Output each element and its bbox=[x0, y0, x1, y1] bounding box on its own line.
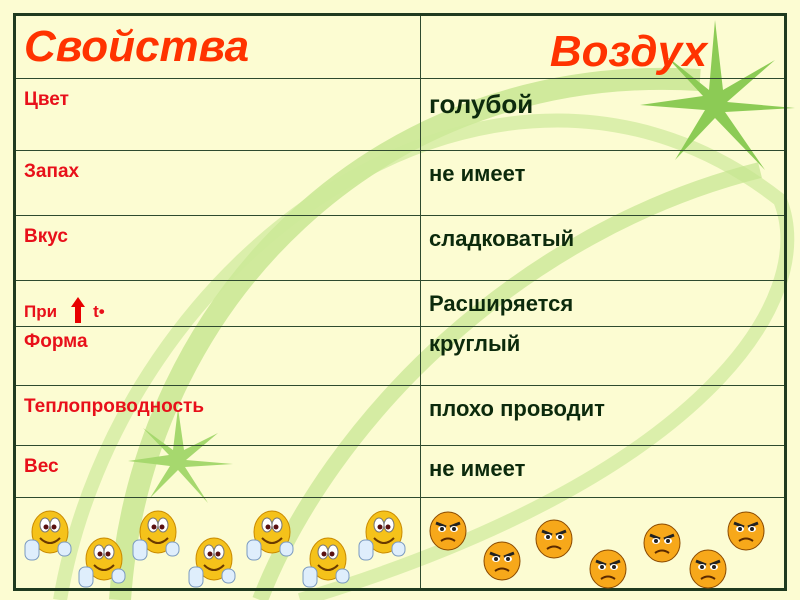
table-row: Форма круглый bbox=[14, 326, 786, 386]
header-properties: Свойства bbox=[14, 14, 421, 79]
table-row: Вес не имеет bbox=[14, 445, 786, 498]
table-row: Запах не имеет bbox=[14, 150, 786, 216]
angry-face-icon bbox=[482, 540, 524, 587]
angry-face-icon bbox=[588, 548, 630, 595]
angry-face-icon bbox=[642, 522, 684, 569]
thumbs-up-smiley-icon bbox=[186, 535, 236, 596]
value-cell: Расширяется bbox=[420, 280, 786, 327]
value-cell: плохо проводит bbox=[420, 385, 786, 446]
thumbs-up-smiley-icon bbox=[300, 535, 350, 596]
value-cell: сладковатый bbox=[420, 215, 786, 281]
angry-face-icon bbox=[726, 510, 768, 557]
table-row: Теплопроводность плохо проводит bbox=[14, 385, 786, 446]
thumbs-up-smiley-icon bbox=[76, 535, 126, 596]
thumbs-up-smiley-icon bbox=[22, 508, 72, 569]
table-row: При t• Расширяется bbox=[14, 280, 786, 328]
angry-face-icon bbox=[688, 548, 730, 595]
arrow-up-icon bbox=[71, 297, 86, 328]
property-cell: Вкус bbox=[14, 215, 421, 281]
table-row: Цвет голубой bbox=[14, 78, 786, 151]
thumbs-up-smiley-icon bbox=[244, 508, 294, 569]
value-cell: не имеет bbox=[420, 150, 786, 216]
table-row: Вкус сладковатый bbox=[14, 215, 786, 281]
temperature-text: t• bbox=[93, 302, 105, 321]
value-cell: круглый bbox=[420, 326, 786, 386]
header-row: Свойства Воздух bbox=[14, 14, 786, 79]
property-cell: Вес bbox=[14, 445, 421, 498]
property-cell: Запах bbox=[14, 150, 421, 216]
value-cell: голубой bbox=[420, 78, 786, 151]
header-air: Воздух bbox=[420, 14, 786, 79]
value-cell: не имеет bbox=[420, 445, 786, 498]
thumbs-up-smiley-icon bbox=[130, 508, 180, 569]
property-cell: Цвет bbox=[14, 78, 421, 151]
property-cell: При t• bbox=[14, 280, 421, 328]
property-text: При bbox=[24, 302, 58, 321]
property-cell: Форма bbox=[14, 326, 421, 386]
thumbs-up-smiley-icon bbox=[356, 508, 406, 569]
angry-face-icon bbox=[428, 510, 470, 557]
angry-face-icon bbox=[534, 518, 576, 565]
property-cell: Теплопроводность bbox=[14, 385, 421, 446]
properties-table: Свойства Воздух Цвет голубой Запах не имее… bbox=[13, 13, 787, 591]
